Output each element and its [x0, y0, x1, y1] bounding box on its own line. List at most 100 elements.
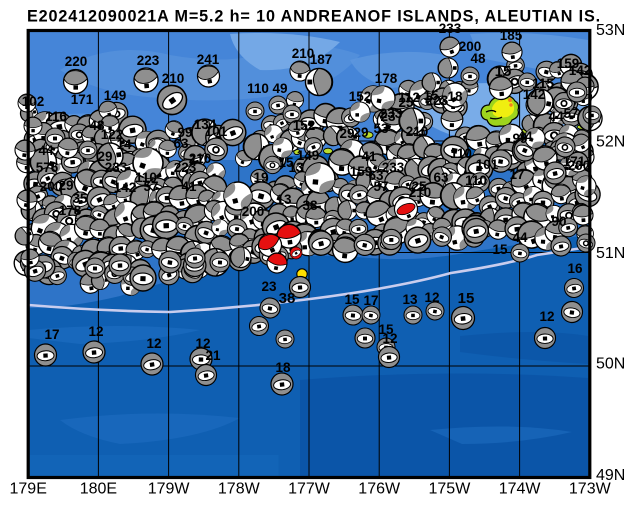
svg-text:12: 12 [88, 324, 103, 339]
svg-text:41: 41 [181, 179, 197, 194]
svg-text:152: 152 [349, 89, 372, 104]
svg-text:149: 149 [104, 88, 127, 103]
svg-text:38: 38 [302, 198, 318, 213]
svg-text:115: 115 [532, 76, 554, 91]
svg-text:12: 12 [195, 336, 210, 351]
svg-text:101: 101 [476, 157, 499, 172]
svg-text:179W: 179W [148, 481, 191, 498]
svg-text:233: 233 [439, 21, 462, 36]
svg-text:210: 210 [409, 185, 432, 200]
svg-text:175W: 175W [429, 481, 472, 498]
svg-text:44: 44 [512, 230, 528, 245]
svg-text:149: 149 [297, 148, 320, 163]
svg-text:18: 18 [275, 360, 291, 375]
svg-text:15: 15 [458, 290, 475, 307]
svg-text:35: 35 [72, 191, 88, 206]
svg-text:171: 171 [563, 154, 586, 169]
svg-text:16: 16 [567, 261, 583, 276]
svg-text:576: 576 [36, 160, 59, 175]
svg-text:110: 110 [247, 81, 269, 96]
svg-text:51N: 51N [596, 245, 625, 262]
svg-text:15: 15 [278, 155, 294, 170]
svg-text:12: 12 [424, 290, 439, 305]
svg-text:12: 12 [382, 331, 397, 346]
svg-text:90: 90 [551, 214, 566, 229]
svg-text:15: 15 [344, 292, 360, 307]
svg-text:52N: 52N [596, 133, 625, 150]
svg-text:25: 25 [398, 95, 414, 110]
svg-text:12: 12 [539, 309, 554, 324]
svg-text:48: 48 [470, 51, 486, 66]
svg-text:15: 15 [492, 242, 508, 257]
svg-text:241: 241 [197, 52, 220, 67]
svg-text:152: 152 [293, 118, 316, 133]
svg-text:223: 223 [426, 93, 449, 108]
svg-text:15: 15 [378, 322, 394, 337]
svg-text:29: 29 [97, 149, 112, 164]
svg-text:210: 210 [292, 46, 315, 61]
svg-text:142: 142 [523, 87, 546, 102]
svg-text:159: 159 [557, 56, 580, 71]
svg-text:187: 187 [310, 52, 333, 67]
svg-text:63: 63 [368, 168, 384, 183]
svg-text:223: 223 [137, 53, 160, 68]
svg-text:180E: 180E [80, 481, 117, 498]
svg-text:44: 44 [38, 143, 54, 158]
svg-text:179E: 179E [10, 481, 47, 498]
svg-text:200: 200 [459, 39, 482, 54]
svg-text:53: 53 [373, 121, 389, 136]
svg-text:41: 41 [361, 149, 377, 164]
svg-text:112: 112 [398, 90, 420, 105]
svg-text:178: 178 [59, 203, 82, 218]
svg-text:142: 142 [114, 180, 137, 195]
svg-text:200: 200 [242, 204, 265, 219]
svg-text:E202412090021A M=5.2 h= 10 AND: E202412090021A M=5.2 h= 10 ANDREANOF ISL… [27, 8, 601, 26]
svg-text:178: 178 [375, 71, 398, 86]
svg-text:29: 29 [58, 178, 73, 193]
svg-text:173W: 173W [569, 481, 612, 498]
svg-text:23: 23 [261, 279, 277, 294]
svg-text:57: 57 [373, 179, 388, 194]
svg-text:99: 99 [512, 131, 527, 146]
svg-text:116: 116 [45, 109, 67, 124]
svg-text:14: 14 [116, 137, 132, 152]
svg-text:159: 159 [350, 164, 373, 179]
svg-text:101: 101 [205, 124, 228, 139]
svg-text:223: 223 [174, 160, 197, 175]
svg-text:134: 134 [194, 117, 217, 132]
svg-text:57: 57 [563, 106, 578, 121]
svg-text:122: 122 [101, 127, 124, 142]
svg-text:200: 200 [568, 158, 591, 173]
svg-text:48: 48 [89, 118, 105, 133]
svg-text:23: 23 [380, 109, 396, 124]
svg-text:57: 57 [143, 179, 158, 194]
svg-text:29: 29 [339, 126, 354, 141]
svg-text:18: 18 [447, 89, 463, 104]
svg-text:110: 110 [135, 170, 157, 185]
svg-text:13: 13 [288, 160, 304, 175]
svg-text:233: 233 [380, 106, 403, 121]
svg-text:210: 210 [406, 124, 429, 139]
svg-text:99: 99 [177, 125, 192, 140]
svg-text:38: 38 [279, 290, 296, 307]
svg-text:177W: 177W [288, 481, 331, 498]
svg-text:233: 233 [382, 160, 405, 175]
svg-text:17: 17 [509, 167, 524, 182]
svg-text:200: 200 [40, 179, 63, 194]
svg-text:17: 17 [363, 293, 378, 308]
svg-text:53N: 53N [596, 22, 625, 39]
svg-text:142: 142 [569, 63, 592, 78]
svg-text:110: 110 [450, 146, 472, 161]
svg-text:63: 63 [433, 170, 449, 185]
svg-text:49N: 49N [596, 467, 625, 484]
svg-text:13: 13 [276, 192, 292, 207]
svg-text:210: 210 [162, 71, 185, 86]
svg-text:110: 110 [465, 173, 487, 188]
svg-text:176W: 176W [358, 481, 401, 498]
svg-text:233: 233 [105, 160, 128, 175]
svg-text:12: 12 [146, 336, 161, 351]
svg-text:178W: 178W [218, 481, 261, 498]
svg-text:17: 17 [44, 327, 59, 342]
svg-text:15: 15 [423, 88, 439, 103]
svg-text:49: 49 [272, 81, 287, 96]
